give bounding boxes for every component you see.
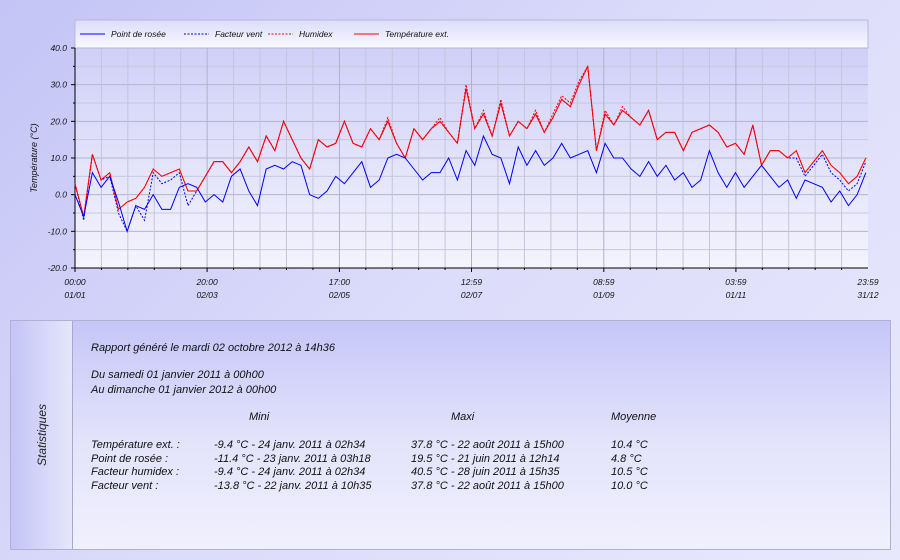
- statistics-tab-label: Statistiques: [34, 403, 49, 467]
- stat-moyenne: 10.4 °C: [611, 439, 648, 451]
- stat-mini: -13.8 °C - 22 janv. 2011 à 10h35: [214, 479, 372, 492]
- stat-maxi: 40.5 °C - 28 juin 2011 à 15h35: [411, 466, 560, 478]
- x-tick-date: 01/01: [64, 290, 86, 300]
- series-line-0: [74, 134, 867, 233]
- x-tick-date: 02/05: [329, 290, 351, 300]
- legend-label: Humidex: [299, 29, 333, 39]
- header-moyenne: Moyenne: [611, 411, 657, 423]
- legend-box: [74, 19, 869, 49]
- statistics-tab[interactable]: Statistiques: [11, 321, 73, 549]
- x-tick-time: 20:00: [195, 277, 218, 287]
- y-tick-label: 30.0: [50, 80, 67, 90]
- stat-moyenne: 4.8 °C: [611, 452, 642, 465]
- header-mini: Mini: [249, 411, 270, 423]
- y-tick-label: -10.0: [48, 226, 68, 236]
- stat-label: Facteur vent :: [91, 479, 159, 492]
- stat-label: Facteur humidex :: [91, 466, 180, 478]
- statistics-panel: Statistiques Rapport généré le mardi 02 …: [10, 320, 891, 550]
- x-tick-date: 02/07: [461, 290, 483, 300]
- x-tick-date: 02/03: [196, 290, 218, 300]
- y-tick-label: -20.0: [48, 263, 68, 273]
- x-tick-date: 31/12: [857, 290, 879, 300]
- x-tick-time: 12:59: [461, 277, 483, 287]
- x-tick-date: 01/11: [726, 290, 747, 300]
- stat-maxi: 37.8 °C - 22 août 2011 à 15h00: [411, 439, 564, 451]
- stat-label: Point de rosée :: [91, 452, 169, 465]
- x-tick-time: 08:59: [593, 277, 615, 287]
- y-tick-label: 40.0: [50, 43, 67, 53]
- stat-maxi: 37.8 °C - 22 août 2011 à 15h00: [411, 479, 564, 492]
- x-tick-time: 00:00: [64, 277, 86, 287]
- stat-moyenne: 10.0 °C: [611, 479, 648, 492]
- x-tick-time: 17:00: [329, 277, 351, 287]
- x-tick-date: 01/09: [593, 290, 615, 300]
- y-tick-label: 0.0: [55, 190, 67, 200]
- period-to: Au dimanche 01 janvier 2012 à 00h00: [91, 384, 277, 396]
- stat-mini: -9.4 °C - 24 janv. 2011 à 02h34: [214, 439, 366, 451]
- stat-moyenne: 10.5 °C: [611, 466, 648, 478]
- report-generated: Rapport généré le mardi 02 octobre 2012 …: [91, 342, 336, 354]
- stat-maxi: 19.5 °C - 21 juin 2011 à 12h14: [411, 452, 560, 465]
- x-tick-time: 03:59: [725, 277, 747, 287]
- header-maxi: Maxi: [451, 411, 475, 423]
- temperature-chart: 40.0 30.0 20.0 10.0 0.0 -10.0 -20.0 00:00 01/01 2…: [29, 19, 879, 300]
- stat-label: Température ext. :: [91, 439, 180, 451]
- stat-mini: -9.4 °C - 24 janv. 2011 à 02h34: [214, 466, 366, 478]
- y-tick-label: 20.0: [49, 116, 67, 126]
- y-tick-label: 10.0: [50, 153, 67, 163]
- stat-mini: -11.4 °C - 23 janv. 2011 à 03h18: [214, 452, 371, 465]
- series-line-3: [74, 64, 867, 217]
- legend-label: Point de rosée: [111, 29, 166, 39]
- x-tick-time: 23:59: [856, 277, 879, 287]
- period-from: Du samedi 01 janvier 2011 à 00h00: [91, 369, 264, 381]
- legend-label: Facteur vent: [215, 29, 263, 39]
- legend-label: Température ext.: [385, 29, 449, 39]
- y-axis-label: Température (°C): [29, 123, 39, 192]
